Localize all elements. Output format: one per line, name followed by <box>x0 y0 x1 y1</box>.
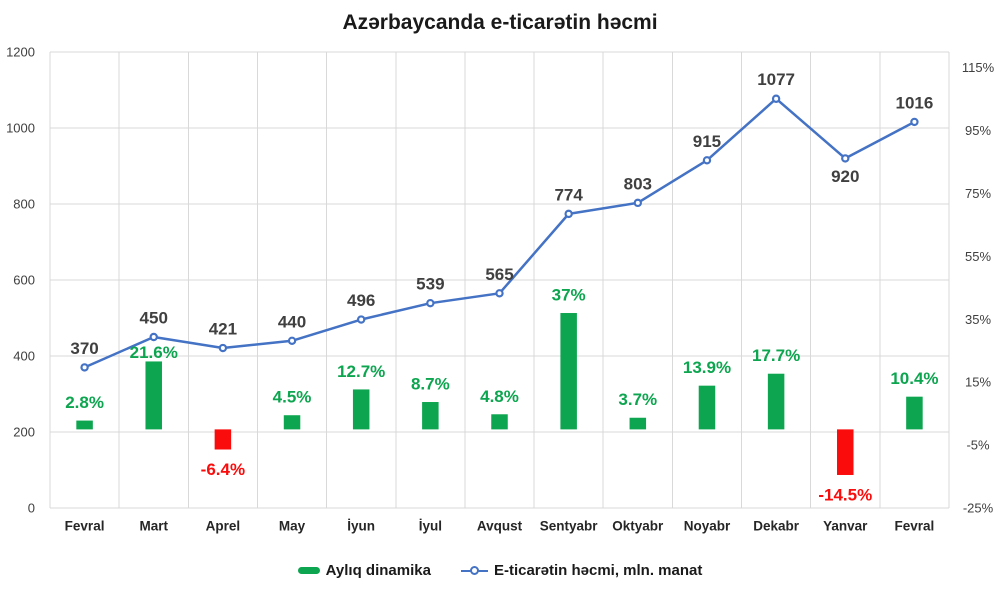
left-axis-tick-6: 1200 <box>6 45 35 60</box>
value-label-10: 1077 <box>757 70 795 89</box>
x-axis-label-4: İyun <box>347 519 375 534</box>
line-marker-10 <box>771 94 781 103</box>
x-axis-label-3: May <box>279 519 306 534</box>
bar-2 <box>214 429 232 450</box>
legend-item-bar-series: Aylıq dinamika <box>297 562 431 579</box>
bar-label-7: 37% <box>552 286 586 305</box>
value-label-2: 421 <box>209 320 237 339</box>
bar-12 <box>906 396 923 430</box>
left-axis-tick-1: 200 <box>13 425 35 440</box>
right-axis-tick-7: 115% <box>962 60 995 75</box>
bar-label-1: 21.6% <box>130 343 178 362</box>
bar-8 <box>629 417 647 430</box>
bar-label-3: 4.5% <box>273 388 312 407</box>
line-marker-6 <box>495 289 504 298</box>
legend-label-line-series: E-ticarətin həcmi, mln. manat <box>493 562 703 579</box>
right-axis-tick-4: 55% <box>965 249 991 264</box>
value-label-1: 450 <box>140 309 168 328</box>
x-axis-label-0: Fevral <box>65 519 105 534</box>
line-marker-5 <box>426 298 435 308</box>
bar-6 <box>491 414 508 430</box>
bar-label-12: 10.4% <box>890 369 938 388</box>
line-marker-1 <box>149 332 158 342</box>
value-label-6: 565 <box>485 265 513 284</box>
left-axis-tick-0: 0 <box>28 501 35 516</box>
bar-0 <box>76 420 93 430</box>
bar-10 <box>767 373 785 430</box>
line-marker-2 <box>218 343 228 353</box>
x-axis-label-9: Noyabr <box>684 519 731 534</box>
line-series-swatch-icon <box>460 566 488 575</box>
bar-label-0: 2.8% <box>65 393 104 412</box>
x-axis-label-12: Fevral <box>895 519 935 534</box>
bar-3 <box>283 415 301 430</box>
x-axis-label-1: Mart <box>139 519 168 534</box>
line-marker-12 <box>910 117 919 127</box>
bar-label-6: 4.8% <box>480 387 519 406</box>
chart-title: Azərbaycanda e-ticarətin həcmi <box>342 11 658 34</box>
bar-label-9: 13.9% <box>683 358 731 377</box>
bar-7 <box>560 313 577 430</box>
x-axis-label-7: Sentyabr <box>540 519 599 534</box>
line-marker-7 <box>564 209 573 219</box>
x-axis-label-6: Avqust <box>477 519 523 534</box>
right-axis-tick-6: 95% <box>965 123 991 138</box>
bar-label-5: 8.7% <box>411 375 450 394</box>
legend: Aylıq dinamika E-ticarətin həcmi, mln. m… <box>0 562 1000 579</box>
value-label-7: 774 <box>554 185 583 204</box>
bar-label-2: -6.4% <box>201 460 245 479</box>
value-label-9: 915 <box>693 132 721 151</box>
legend-label-bar-series: Aylıq dinamika <box>325 562 431 579</box>
right-axis-tick-3: 35% <box>965 312 991 327</box>
line-marker-3 <box>287 336 297 345</box>
value-label-12: 1016 <box>896 93 934 112</box>
line-marker-8 <box>633 198 643 208</box>
right-axis-tick-1: -5% <box>966 438 990 453</box>
right-axis-tick-0: -25% <box>963 501 994 516</box>
line-marker-11 <box>841 154 850 163</box>
legend-item-line-series: E-ticarətin həcmi, mln. manat <box>460 562 703 579</box>
bar-label-8: 3.7% <box>618 390 657 409</box>
left-axis-tick-2: 400 <box>13 349 35 364</box>
value-label-8: 803 <box>624 174 652 193</box>
bar-1 <box>145 361 162 430</box>
left-axis-tick-3: 600 <box>13 273 35 288</box>
bar-9 <box>698 385 716 430</box>
value-label-3: 440 <box>278 312 306 331</box>
value-label-11: 920 <box>831 167 859 186</box>
x-axis-label-11: Yanvar <box>823 519 868 534</box>
x-axis-label-10: Dekabr <box>753 519 800 534</box>
x-axis-label-8: Oktyabr <box>612 519 664 534</box>
left-axis-tick-5: 1000 <box>6 121 35 136</box>
bar-label-4: 12.7% <box>337 362 385 381</box>
left-axis-tick-4: 800 <box>13 197 35 212</box>
bar-label-10: 17.7% <box>752 346 800 365</box>
bar-label-11: -14.5% <box>818 485 872 504</box>
value-label-4: 496 <box>347 291 375 310</box>
x-axis-label-2: Aprel <box>206 519 241 534</box>
x-axis-label-5: İyul <box>419 519 442 534</box>
value-label-0: 370 <box>70 339 98 358</box>
line-marker-4 <box>356 315 366 324</box>
line-marker-9 <box>702 156 712 165</box>
value-label-5: 539 <box>416 275 444 294</box>
right-axis-tick-5: 75% <box>965 186 991 201</box>
line-marker-0 <box>80 363 89 372</box>
bar-series-swatch-icon <box>297 567 320 574</box>
bar-11 <box>837 429 854 475</box>
bar-4 <box>352 389 370 430</box>
right-axis-tick-2: 15% <box>965 375 991 390</box>
bar-5 <box>422 402 439 430</box>
